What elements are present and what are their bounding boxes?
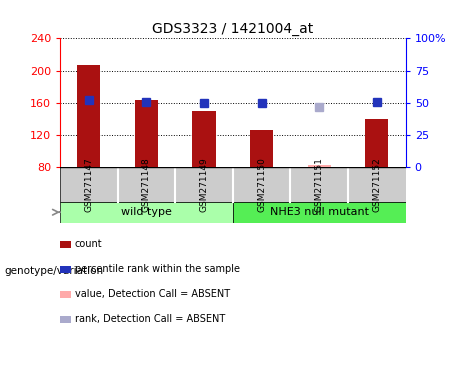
Bar [135, 101, 158, 167]
Text: percentile rank within the sample: percentile rank within the sample [75, 264, 240, 274]
Bar [233, 202, 406, 223]
Text: wild type: wild type [121, 207, 172, 217]
Text: GSM271148: GSM271148 [142, 157, 151, 212]
Text: GSM271151: GSM271151 [315, 157, 324, 212]
Text: count: count [75, 239, 102, 249]
Text: GSM271149: GSM271149 [200, 157, 208, 212]
Bar [60, 202, 233, 223]
Text: rank, Detection Call = ABSENT: rank, Detection Call = ABSENT [75, 314, 225, 324]
Text: GSM271152: GSM271152 [372, 157, 381, 212]
Text: NHE3 null mutant: NHE3 null mutant [270, 207, 369, 217]
Bar [193, 111, 216, 167]
Bar [365, 119, 388, 167]
Bar [308, 165, 331, 167]
Bar [60, 167, 406, 202]
Bar [77, 65, 100, 167]
Text: GSM271147: GSM271147 [84, 157, 93, 212]
Text: GSM271150: GSM271150 [257, 157, 266, 212]
Bar [250, 130, 273, 167]
Text: genotype/variation: genotype/variation [5, 266, 104, 276]
Text: value, Detection Call = ABSENT: value, Detection Call = ABSENT [75, 289, 230, 299]
Title: GDS3323 / 1421004_at: GDS3323 / 1421004_at [152, 22, 313, 36]
